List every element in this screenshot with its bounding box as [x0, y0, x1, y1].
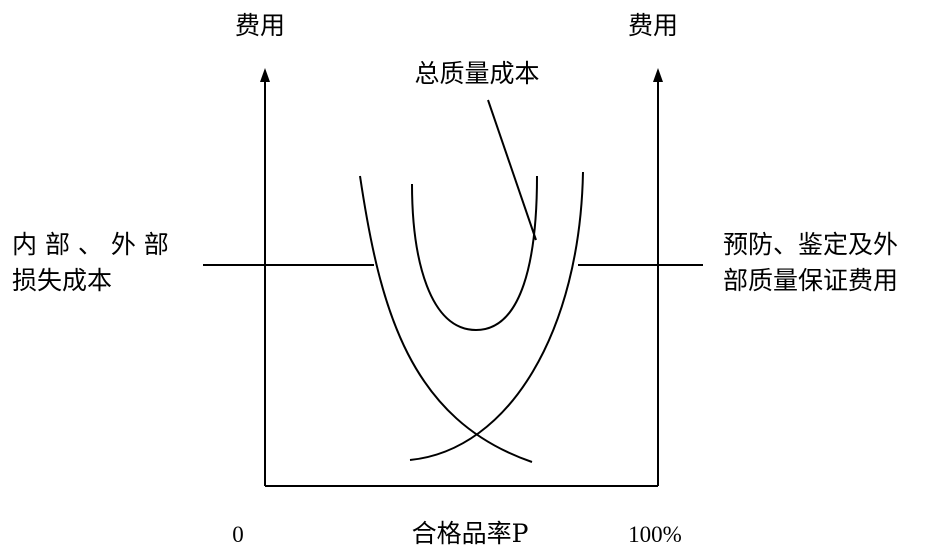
left-cost-label-line1: 内 部 、 外 部: [12, 230, 169, 259]
right-cost-label-line1: 预防、鉴定及外: [723, 230, 898, 259]
x-axis-max-label: 100%: [628, 522, 682, 547]
right-cost-label-line2: 部质量保证费用: [723, 266, 898, 295]
left-cost-label-line2: 损失成本: [12, 266, 112, 295]
total-cost-pointer: [487, 99, 537, 241]
x-axis-title: 合格品率P: [412, 519, 529, 548]
prevention-cost-curve: [409, 171, 584, 461]
total-cost-curve: [411, 175, 538, 332]
left-axis-title: 费用: [235, 11, 285, 40]
right-y-axis-arrow: [653, 68, 663, 82]
failure-cost-curve: [359, 175, 533, 463]
total-cost-label: 总质量成本: [414, 59, 539, 88]
right-axis-title: 费用: [628, 11, 678, 40]
x-axis-min-label: 0: [232, 522, 244, 547]
left-y-axis-arrow: [260, 68, 270, 82]
